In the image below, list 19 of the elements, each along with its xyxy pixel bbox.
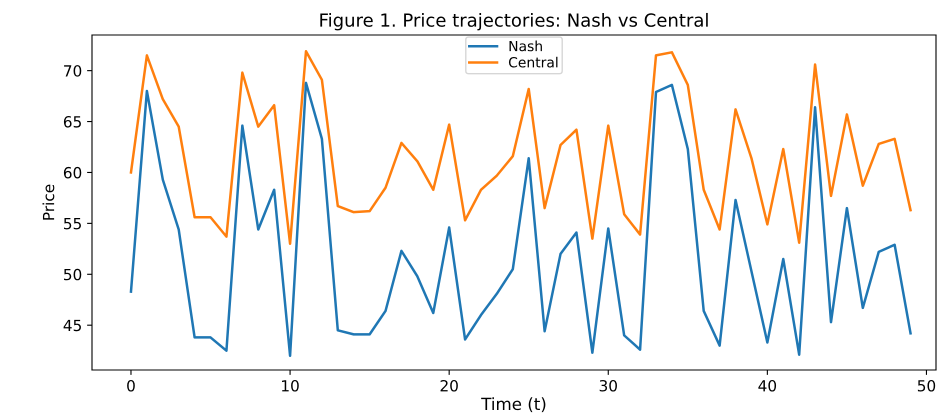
- y-tick-label: 50: [64, 268, 82, 280]
- y-tick-label: 70: [64, 65, 82, 77]
- x-tick-label: 10: [282, 380, 299, 392]
- x-tick-label: 40: [758, 380, 776, 392]
- y-tick-label: 45: [64, 320, 81, 332]
- x-axis-title: Time (t): [481, 397, 546, 412]
- chart-title: Figure 1. Price trajectories: Nash vs Central: [320, 12, 708, 30]
- line-series: [130, 50, 912, 245]
- y-tick-label: 60: [64, 166, 82, 178]
- x-tick-label: 0: [127, 380, 135, 392]
- x-tick-label: 20: [440, 380, 458, 392]
- y-tick-label: 55: [64, 218, 81, 230]
- x-tick-label: 30: [600, 380, 617, 392]
- y-tick-label: 65: [64, 116, 81, 128]
- legend-label: Central: [508, 56, 558, 68]
- y-axis-title: Price: [42, 184, 54, 220]
- x-tick-label: 50: [918, 380, 936, 392]
- line-series: [130, 82, 912, 357]
- legend-label: Nash: [510, 40, 542, 52]
